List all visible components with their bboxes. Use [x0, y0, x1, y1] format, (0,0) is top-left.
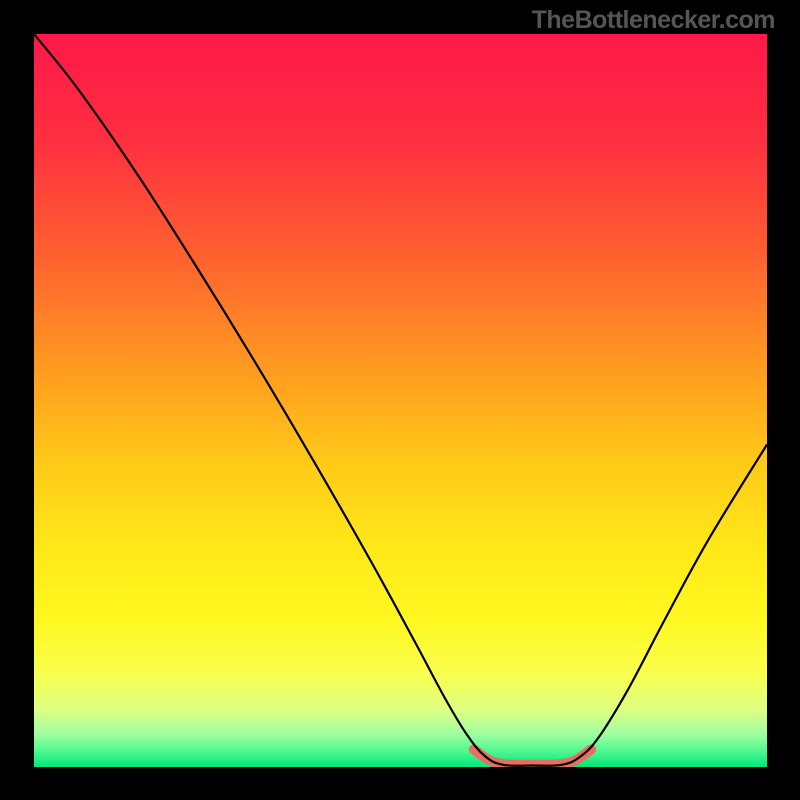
chart-container: TheBottlenecker.com	[0, 0, 800, 800]
gradient-background	[34, 34, 767, 767]
bottleneck-curve-chart	[34, 34, 767, 767]
plot-area	[34, 34, 767, 767]
watermark-label: TheBottlenecker.com	[532, 6, 775, 35]
